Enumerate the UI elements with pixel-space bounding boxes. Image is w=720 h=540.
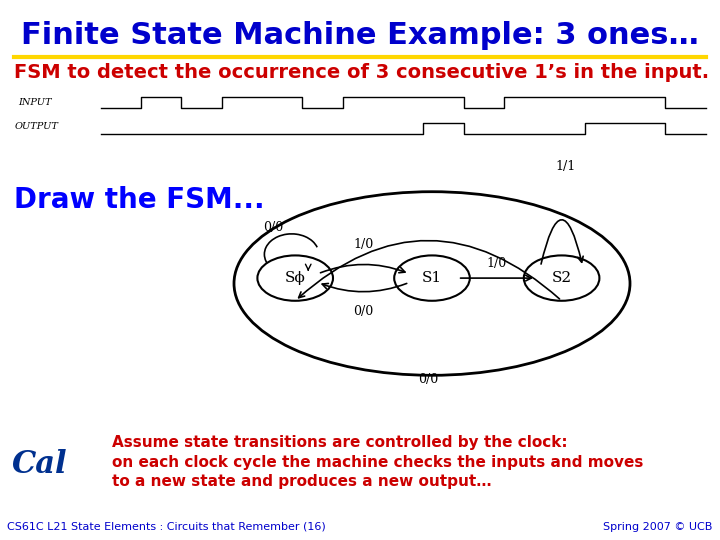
Text: Assume state transitions are controlled by the clock:
on each clock cycle the ma: Assume state transitions are controlled …: [112, 435, 643, 489]
Text: FSM to detect the occurrence of 3 consecutive 1’s in the input.: FSM to detect the occurrence of 3 consec…: [14, 63, 709, 83]
Text: 1/1: 1/1: [555, 160, 575, 173]
Text: Spring 2007 © UCB: Spring 2007 © UCB: [603, 522, 713, 532]
Text: Sϕ: Sϕ: [285, 271, 305, 285]
Text: Cal: Cal: [12, 449, 68, 480]
Text: INPUT: INPUT: [18, 98, 52, 107]
Text: 1/0: 1/0: [487, 257, 507, 270]
Text: Draw the FSM...: Draw the FSM...: [14, 186, 265, 214]
Text: Finite State Machine Example: 3 ones…: Finite State Machine Example: 3 ones…: [21, 21, 699, 50]
Text: 0/0: 0/0: [418, 373, 438, 386]
Text: 0/0: 0/0: [264, 221, 284, 234]
Ellipse shape: [395, 255, 470, 301]
Text: S2: S2: [552, 271, 572, 285]
Text: OUTPUT: OUTPUT: [14, 123, 58, 131]
Ellipse shape: [258, 255, 333, 301]
Text: 1/0: 1/0: [354, 238, 374, 251]
Ellipse shape: [524, 255, 599, 301]
Text: CS61C L21 State Elements : Circuits that Remember (16): CS61C L21 State Elements : Circuits that…: [7, 522, 326, 532]
Text: S1: S1: [422, 271, 442, 285]
Text: 0/0: 0/0: [354, 305, 374, 318]
